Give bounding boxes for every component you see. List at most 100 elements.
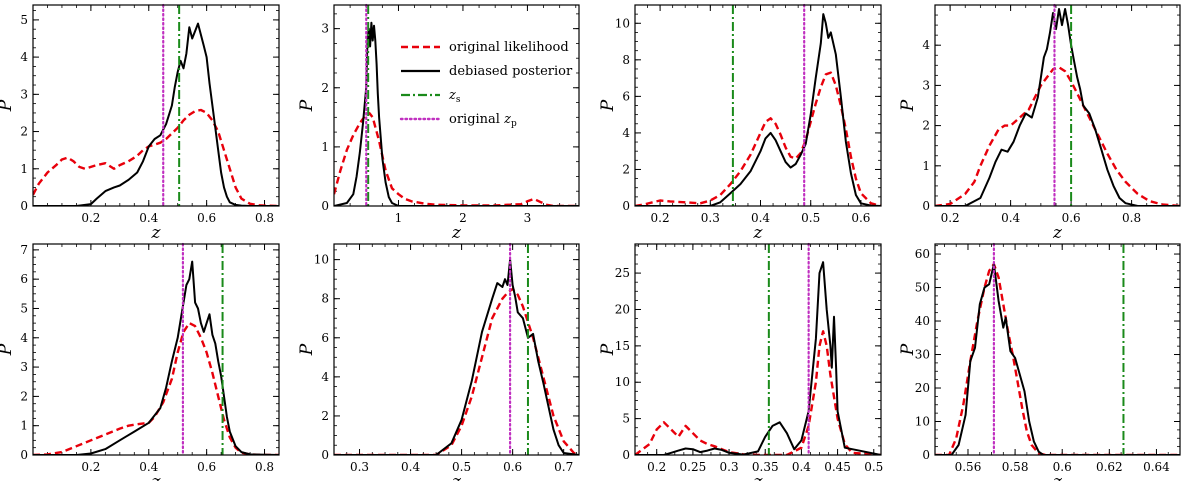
y-tick-label: 0 [622, 199, 630, 213]
y-tick-label: 0 [20, 199, 28, 213]
x-tick-label: 0.8 [255, 460, 274, 474]
x-tick-label: 0.2 [651, 211, 670, 225]
likelihood-curve [33, 108, 279, 206]
y-tick-label: 20 [615, 302, 630, 316]
panel-1: 0.2 0.4 0.6 0.8 0 1 2 3 4 5 z P [0, 3, 280, 243]
x-tick-label: 0.35 [752, 460, 779, 474]
x-tick-label: 0.6 [503, 460, 522, 474]
y-tick-label: 8 [321, 292, 329, 306]
axes-frame [333, 243, 580, 456]
x-tick-label: 0.6 [1062, 211, 1081, 225]
panel-4: 0.2 0.4 0.6 0.8 0 1 2 3 4 z P [898, 3, 1181, 243]
x-tick-label: 0.2 [941, 211, 960, 225]
y-tick-label: 3 [321, 22, 329, 36]
y-axis-label: P [898, 99, 918, 112]
y-tick-label: 3 [20, 87, 28, 101]
x-tick-label: 0.4 [792, 460, 811, 474]
x-tick-label: 0.3 [701, 211, 720, 225]
y-tick-label: 30 [915, 348, 930, 362]
y-tick-label: 2 [20, 125, 28, 139]
x-tick-label: 0.6 [1053, 460, 1072, 474]
y-tick-label: 4 [622, 126, 630, 140]
y-tick-label: 0 [321, 199, 329, 213]
y-tick-label: 8 [622, 53, 630, 67]
panel-7: 0.2 0.25 0.3 0.35 0.4 0.45 0.5 0 5 10 15 20 25 z P [598, 242, 883, 481]
y-tick-label: 0 [20, 448, 28, 462]
axes-frame [634, 4, 882, 207]
x-tick-label: 0.7 [554, 460, 573, 474]
panel-2: 1 2 3 0 1 2 3 z P [297, 3, 580, 243]
x-tick-label: 0.6 [851, 211, 870, 225]
x-axis-label: z [451, 223, 462, 243]
y-axis-label: P [0, 99, 16, 112]
y-tick-label: 5 [20, 301, 28, 315]
axes-frame [32, 243, 280, 456]
x-tick-label: 0.64 [1143, 460, 1170, 474]
x-axis-label: z [1052, 472, 1063, 481]
likelihood-curve [935, 66, 1180, 206]
likelihood-curve [635, 330, 881, 455]
x-tick-label: 2 [459, 211, 467, 225]
x-tick-label: 0.3 [350, 460, 369, 474]
y-tick-label: 10 [615, 375, 630, 389]
x-tick-label: 0.6 [197, 460, 216, 474]
panel-8: 0.56 0.58 0.6 0.62 0.64 0 10 20 30 40 50 60 z P [898, 242, 1181, 481]
x-tick-label: 0.62 [1096, 460, 1123, 474]
y-tick-label: 10 [915, 415, 930, 429]
axes-frame [634, 243, 882, 456]
legend-label-posterior: debiased posterior [449, 64, 573, 79]
panel-6: 0.3 0.4 0.5 0.6 0.7 0 2 4 6 8 10 z P [297, 242, 580, 481]
y-tick-label: 5 [20, 13, 28, 27]
y-tick-label: 2 [321, 81, 329, 95]
axes-frame [934, 243, 1181, 456]
y-tick-label: 7 [20, 243, 28, 257]
y-tick-label: 0 [321, 448, 329, 462]
legend-label-zp: original zp [449, 112, 517, 129]
y-tick-label: 6 [20, 272, 28, 286]
x-axis-label: z [151, 472, 162, 481]
legend-label-zs: zs [448, 88, 461, 105]
y-tick-label: 4 [922, 38, 930, 52]
x-tick-label: 0.8 [255, 211, 274, 225]
posterior-curve [935, 263, 1180, 455]
y-tick-label: 4 [20, 50, 28, 64]
y-tick-label: 50 [915, 281, 930, 295]
y-tick-label: 6 [321, 331, 329, 345]
x-tick-label: 0.4 [751, 211, 770, 225]
x-tick-label: 0.56 [955, 460, 982, 474]
posterior-curve [635, 13, 881, 206]
x-tick-label: 0.4 [401, 460, 420, 474]
y-tick-label: 2 [622, 162, 630, 176]
posterior-curve [334, 21, 579, 206]
y-tick-label: 4 [20, 331, 28, 345]
y-tick-label: 5 [622, 412, 630, 426]
y-tick-label: 20 [915, 381, 930, 395]
x-tick-label: 0.45 [824, 460, 851, 474]
y-tick-label: 1 [20, 419, 28, 433]
posterior-curve [33, 22, 279, 206]
x-tick-label: 3 [524, 211, 532, 225]
panel-5: 0.2 0.4 0.6 0.8 0 1 2 3 4 5 6 7 z P [0, 243, 280, 481]
x-tick-label: 0.3 [720, 460, 739, 474]
posterior-curve [334, 258, 579, 455]
y-tick-label: 1 [20, 162, 28, 176]
likelihood-curve [635, 71, 881, 206]
panels-layer: 0.20.40.60.8012345zP1230123zP0.20.30.40.… [0, 3, 1181, 481]
y-tick-label: 2 [20, 389, 28, 403]
y-tick-label: 40 [915, 314, 930, 328]
x-tick-label: 0.2 [81, 211, 100, 225]
axes-frame [333, 4, 580, 207]
legend: original likelihood debiased posterior z… [393, 30, 573, 129]
posterior-curve [33, 260, 279, 455]
y-tick-label: 6 [622, 89, 630, 103]
x-tick-label: 0.4 [139, 211, 158, 225]
y-axis-label: P [598, 343, 618, 356]
x-axis-label: z [151, 223, 162, 243]
posterior-curve [935, 8, 1180, 206]
y-tick-label: 2 [922, 119, 930, 133]
y-tick-label: 4 [321, 370, 329, 384]
y-tick-label: 25 [615, 266, 630, 280]
y-axis-label: P [0, 343, 16, 356]
y-axis-label: P [297, 343, 317, 356]
